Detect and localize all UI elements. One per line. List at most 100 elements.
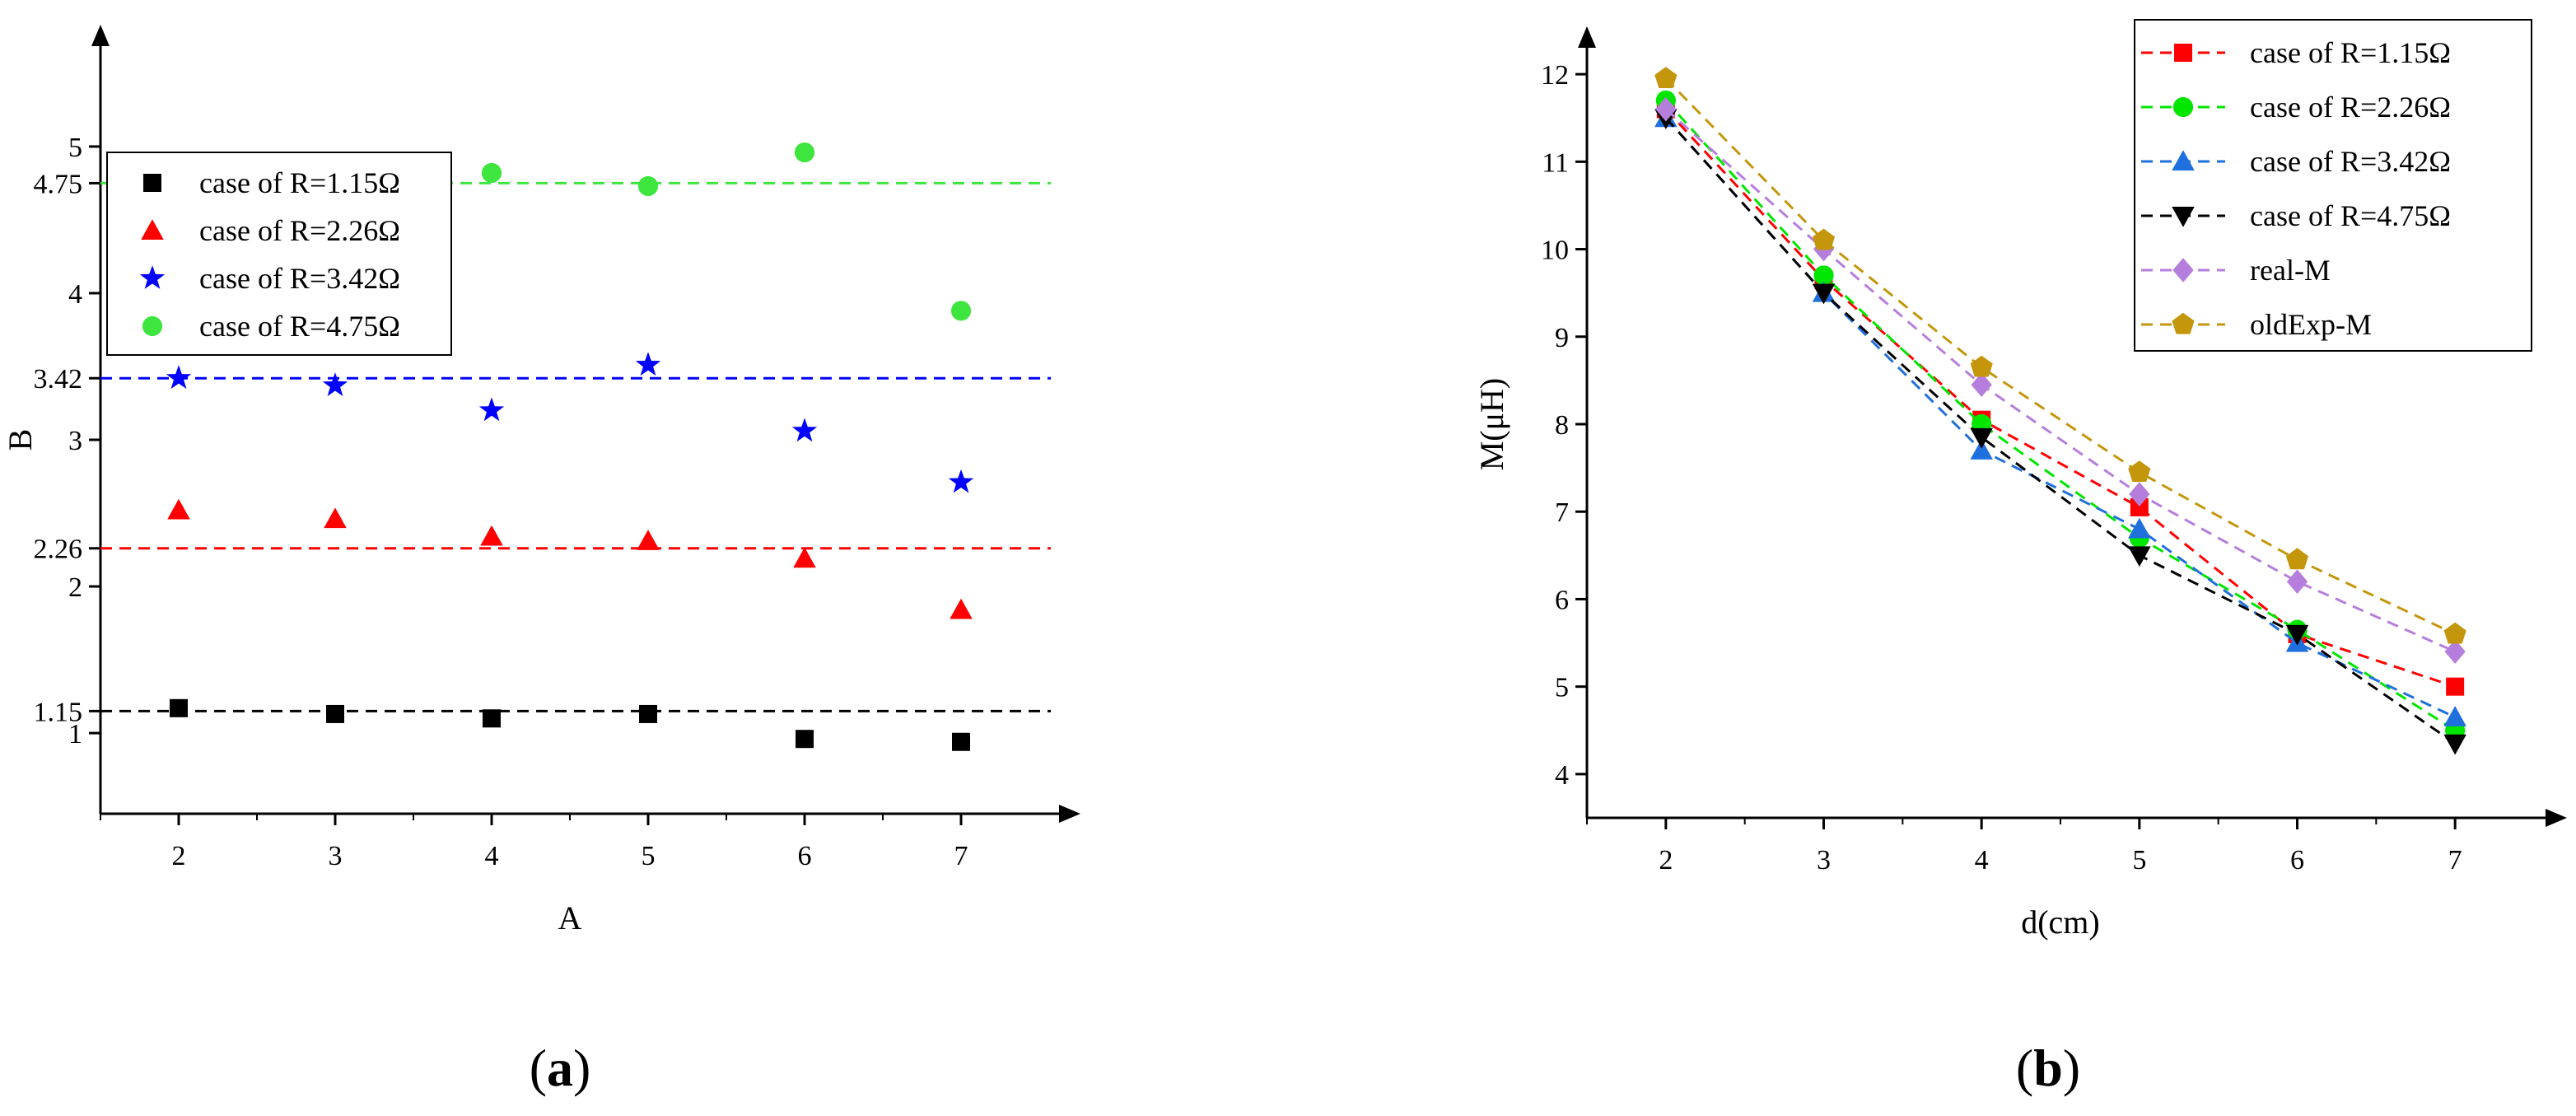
y-tick-label: 4 [1555,760,1569,791]
data-point [2130,497,2149,516]
legend-label: real-M [2250,254,2331,287]
data-point [1655,96,1677,122]
data-point [794,142,815,163]
y-tick-label: 4.75 [34,169,83,199]
panel-label-close-paren: ) [573,1039,590,1097]
legend-marker [2172,258,2194,283]
data-point [952,732,970,751]
y-tick-label: 5 [1555,673,1569,703]
series-line [1664,99,2457,732]
data-point [1970,439,1993,460]
legend-marker [142,315,163,337]
y-tick-label: 8 [1555,410,1569,441]
series-2 [167,498,973,619]
panel-label-letter: a [547,1039,573,1097]
x-axis-title: d(cm) [2021,904,2100,941]
data-point [478,397,505,422]
data-point [950,598,973,619]
y-axis-title: B [2,429,39,451]
y-axis-title: M(μH) [1473,378,1510,471]
legend: case of R=1.15Ω case of R=2.26Ω case of R=… [2134,19,2532,352]
panel-label: (b) [2016,1039,2080,1097]
data-point [2443,734,2466,755]
data-point [2443,706,2466,726]
y-tick-label: 3.42 [34,364,83,395]
data-point [2128,460,2151,482]
x-tick-label: 2 [172,841,186,871]
axes: 2 3 4 5 6 7 4 5 6 7 8 9 10 11 12 d(cm) M(μH) (b) [1473,26,2567,1097]
legend-marker [2172,312,2195,334]
legend-label: case of R=3.42Ω [199,262,400,295]
data-point [170,698,188,717]
y-tick-label: 9 [1555,323,1569,353]
data-point [639,704,657,723]
legend-marker [2172,150,2195,170]
data-point [324,507,347,529]
x-tick-label: 5 [2132,845,2146,876]
data-point [950,301,972,321]
x-tick-label: 2 [1659,845,1673,876]
panel-label-open-paren: ( [530,1039,547,1097]
series-3 [166,352,974,493]
data-point [2444,639,2466,665]
legend-label: case of R=1.15Ω [2250,36,2451,69]
data-point [166,365,192,390]
data-point [1812,283,1836,305]
y-tick-label: 5 [68,133,82,163]
y-tick-label: 1 [68,719,82,749]
series-1 [170,698,970,751]
data-point [2446,677,2465,696]
data-point [791,418,818,442]
data-point [2128,517,2151,539]
x-tick-label: 3 [1817,845,1831,876]
axes: 2 3 4 5 6 7 11.15 2 2.26 3 3.42 4 4.75 5 A B (a) [2,25,1080,1097]
legend-marker [139,265,166,289]
y-tick-label: 7 [1555,497,1569,528]
data-point [796,730,814,749]
y-tick-label: 2 [68,572,82,603]
panel-b-chart: 2 3 4 5 6 7 4 5 6 7 8 9 10 11 12 d(cm) M(μH) (b) case of R… [1473,19,2567,1097]
legend-marker [141,219,164,240]
legend-box [106,152,452,356]
x-axis-arrow-icon [2546,809,2567,827]
y-tick-label: 4 [68,279,82,310]
legend-label: case of R=2.26Ω [199,214,400,247]
x-tick-label: 6 [2290,845,2304,876]
y-tick-label: 12 [1541,60,1569,91]
x-tick-label: 4 [485,841,499,871]
legend: case of R=1.15Ω case of R=2.26Ω case of R=… [106,152,452,356]
y-axis-arrow-icon [91,25,110,46]
legend-label: oldExp-M [2250,308,2372,341]
panel-label: (a) [530,1039,591,1097]
legend-box [2134,19,2532,352]
x-axis-arrow-icon [1059,805,1080,823]
panel-label-letter: b [2033,1039,2063,1097]
legend-label: case of R=2.26Ω [2250,91,2451,124]
data-point [1971,372,1992,398]
series-line [1664,117,2457,745]
series-6 [1654,67,2466,644]
data-point [948,469,974,493]
x-tick-label: 3 [329,841,343,871]
data-point [1812,228,1836,250]
y-tick-label: 10 [1541,236,1569,266]
legend-label: case of R=3.42Ω [2250,145,2451,178]
y-tick-label: 2.26 [34,535,83,565]
data-point [2129,482,2150,507]
x-tick-label: 6 [798,841,812,871]
panel-label-close-paren: ) [2063,1039,2080,1097]
x-tick-label: 7 [2448,845,2462,876]
legend-label: case of R=4.75Ω [2250,199,2451,232]
data-point [167,498,190,520]
data-point [2443,622,2466,644]
x-tick-label: 7 [954,841,968,871]
panel-a-chart: 2 3 4 5 6 7 11.15 2 2.26 3 3.42 4 4.75 5 A B (a) case of … [2,25,1080,1097]
y-tick-label: 6 [1555,585,1569,615]
series-line [1664,108,2456,689]
data-point [1970,427,1993,449]
data-point [793,547,816,568]
data-point [1813,265,1834,286]
data-point [635,352,661,376]
data-point [481,162,502,184]
